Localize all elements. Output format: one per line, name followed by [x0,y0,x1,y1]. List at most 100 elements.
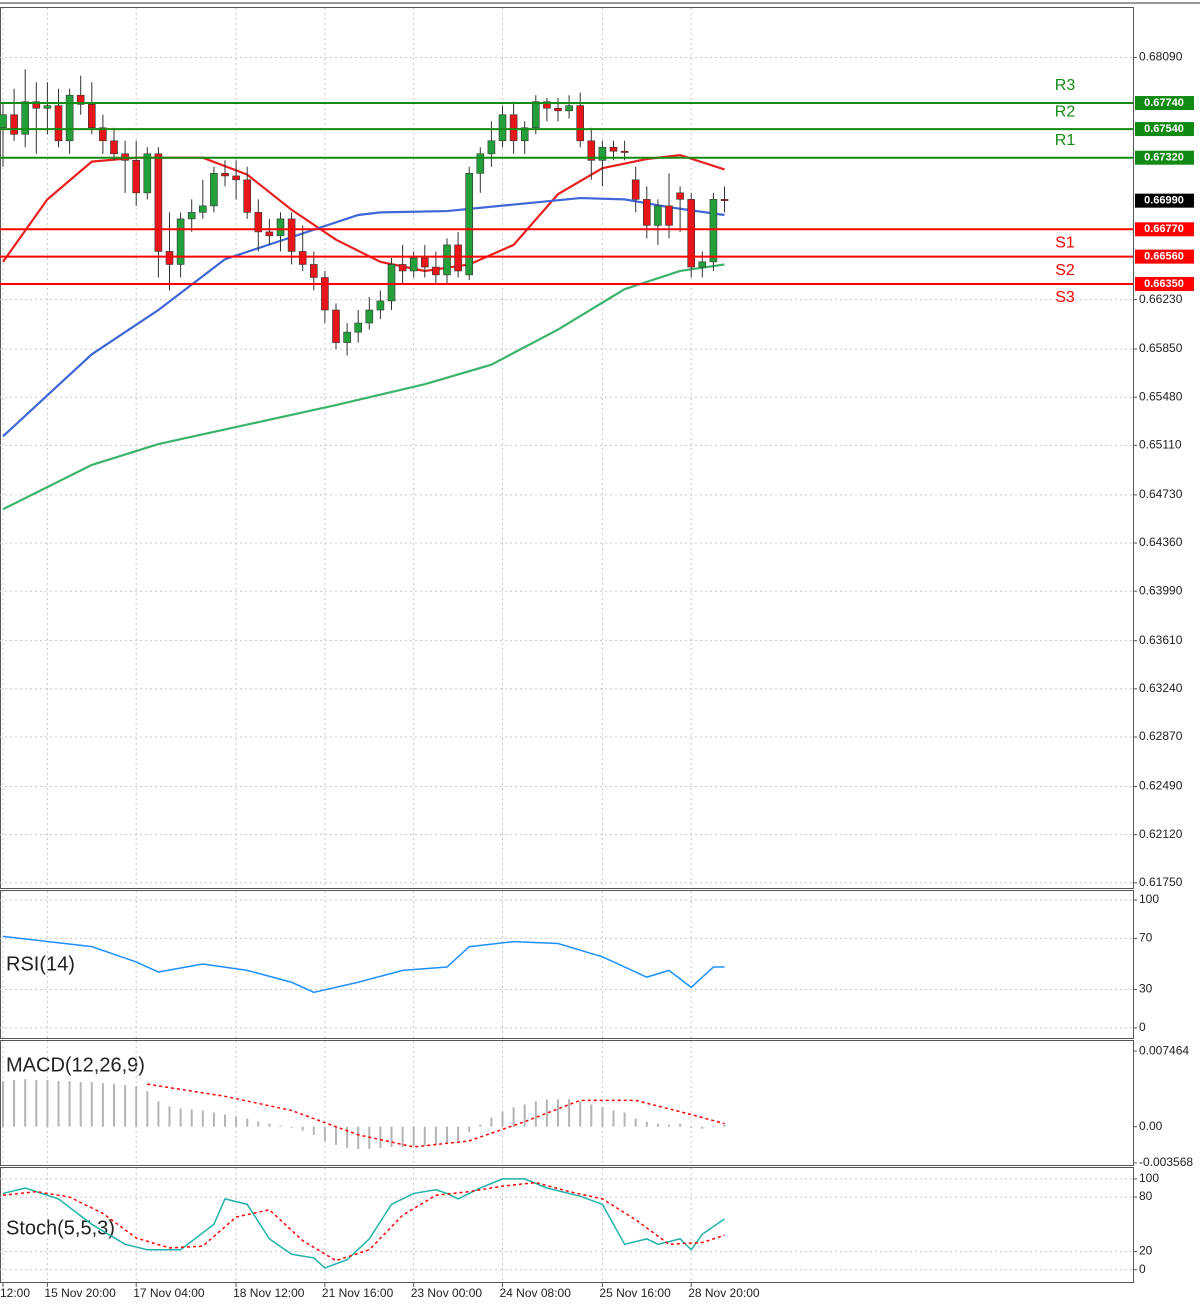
macd-bar [357,1126,360,1149]
line-series [2,1178,725,1269]
level-name: S2 [1055,262,1075,279]
candle-body [531,101,540,129]
y-tick-label: 30 [1139,982,1153,996]
candle-body [143,153,152,194]
candle-body [332,309,340,343]
macd-bar [457,1126,460,1141]
macd-bar [90,1082,93,1127]
candle-body [387,264,396,302]
macd-bar [545,1099,548,1127]
candle-body [543,101,551,109]
macd-bar [679,1123,682,1127]
macd-bar [523,1104,526,1127]
macd-bar [346,1126,349,1148]
macd-bar [479,1124,482,1127]
candle-body [21,101,30,135]
y-tick-label: 0.66230 [1139,292,1183,306]
macd-bar [645,1121,648,1127]
candle-body [287,218,296,252]
candle-body [642,199,651,226]
pane-frames [0,7,1134,1283]
y-tick-label: 0.65110 [1139,438,1182,452]
macd-bar [390,1126,393,1147]
macd-bar [190,1109,193,1127]
macd-bar [124,1085,127,1127]
x-tick-label: 15 Nov 20:00 [44,1286,116,1300]
candle-body [509,114,518,142]
candle-body [587,140,596,161]
candle-body [154,153,163,252]
candle-body [487,140,496,155]
level-name: S3 [1055,289,1075,306]
candle-body [232,175,240,181]
candle-body [254,212,263,233]
y-tick-label: 0.61750 [1139,875,1183,889]
candle-body [176,218,185,265]
macd-bar [612,1110,615,1127]
rsi-pane [0,890,1134,1039]
macd-title: MACD(12,26,9) [6,1054,145,1076]
line-series [147,1083,725,1148]
y-tick-label: 0.63610 [1139,633,1183,647]
macd-bar [279,1125,282,1127]
macd-bar [212,1112,215,1127]
macd-bar [57,1081,60,1127]
y-tick-label: 70 [1139,931,1153,945]
candle-body [376,300,385,311]
level-price-box [1135,222,1194,237]
level-price-label: 0.67540 [1144,123,1184,135]
x-tick-label: 28 Nov 20:00 [688,1286,760,1300]
candle-body [520,127,529,142]
macd-bar [412,1126,415,1146]
y-tick-label: 0.007464 [1139,1043,1189,1057]
x-tick-label: 17 Nov 04:00 [133,1286,205,1300]
macd-bar [490,1117,493,1127]
stoch-pane [0,1167,1134,1283]
candle-body [110,140,118,155]
candle-body [709,199,718,263]
y-tick-label: 100 [1139,1171,1159,1185]
x-tick-label: 25 Nov 16:00 [599,1286,671,1300]
candle-body [210,173,218,207]
macd-bar [557,1099,559,1127]
macd-bar [2,1081,4,1127]
macd-bar [446,1126,448,1143]
y-tick-label: 0.68090 [1139,50,1183,64]
macd-bar [157,1101,160,1127]
macd-bar [634,1118,637,1127]
macd-bar [690,1126,693,1128]
y-tick-label: 0.65480 [1139,389,1183,403]
level-price-label: 0.66560 [1144,251,1184,263]
candle-body [420,257,429,268]
macd-bar [468,1126,471,1132]
macd-bar [24,1079,27,1127]
candle-body [443,244,451,276]
candle-body [54,105,63,142]
candle-body [665,205,673,226]
macd-bar [501,1111,504,1127]
macd-bar [534,1101,537,1127]
y-tick-label: 0.62490 [1139,779,1183,793]
level-name: R3 [1055,77,1076,94]
y-tick-label: 0.64730 [1139,487,1183,501]
macd-bar [712,1125,715,1127]
macd-bar [179,1108,182,1127]
macd-bar [323,1126,326,1141]
candle-body [243,179,251,213]
macd-bar [268,1123,271,1127]
macd-bar [290,1126,293,1128]
candle-body [676,192,684,200]
level-price-box [1135,249,1194,264]
candle-body [32,101,41,109]
candle-body [698,261,707,268]
x-tick-label: 21 Nov 16:00 [322,1286,394,1300]
candle-body [576,105,585,142]
candle-body [10,114,18,135]
candle-body [132,160,140,194]
y-tick-label: 0.62870 [1139,729,1183,743]
candle-body [343,331,351,343]
level-price-box [1135,150,1194,165]
level-price-label: 0.67740 [1144,97,1184,109]
macd-bar [201,1110,204,1127]
